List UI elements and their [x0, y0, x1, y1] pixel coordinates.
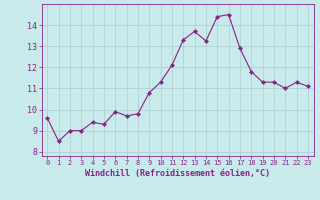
X-axis label: Windchill (Refroidissement éolien,°C): Windchill (Refroidissement éolien,°C) [85, 169, 270, 178]
